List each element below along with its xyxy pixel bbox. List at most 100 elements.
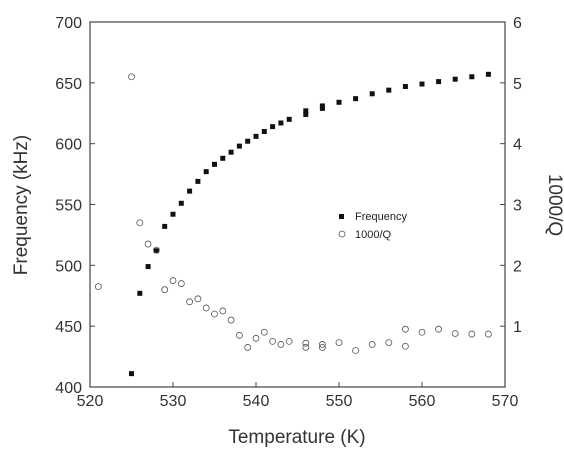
y-axis-title: Frequency (kHz) — [11, 135, 32, 275]
legend-label-1000q: 1000/Q — [355, 229, 392, 241]
x-tick-label: 560 — [409, 393, 436, 410]
inverse-q-point — [186, 298, 194, 306]
y2-tick-label: 3 — [513, 198, 522, 215]
series-frequency — [129, 71, 491, 377]
y-tick-label: 700 — [55, 15, 82, 32]
x-tick-label: 530 — [160, 393, 187, 410]
frequency-point — [178, 200, 184, 206]
frequency-point — [129, 371, 134, 377]
y-axis-right: 1 2 3 4 5 6 — [500, 15, 522, 336]
frequency-point — [436, 79, 442, 85]
frequency-point — [261, 129, 267, 134]
frequency-point — [485, 71, 491, 77]
inverse-q-point — [144, 240, 152, 248]
frequency-point — [402, 83, 408, 89]
frequency-point — [452, 76, 458, 82]
y2-tick-label: 4 — [513, 137, 522, 154]
y2-tick-label: 6 — [513, 15, 522, 32]
y-tick-label: 400 — [55, 380, 82, 397]
inverse-q-point — [169, 277, 177, 284]
inverse-q-point — [194, 295, 202, 303]
inverse-q-point — [128, 73, 135, 81]
inverse-q-point — [302, 344, 310, 351]
y-tick-label: 450 — [55, 319, 82, 336]
x-axis-title: Temperature (K) — [228, 427, 365, 448]
frequency-point — [369, 91, 375, 97]
frequency-point — [228, 149, 234, 155]
y2-tick-label: 5 — [513, 76, 522, 93]
frequency-point — [336, 99, 342, 105]
inverse-q-point — [335, 339, 343, 346]
legend-marker-1000q — [338, 230, 346, 238]
inverse-q-point — [401, 342, 409, 350]
x-tick-label: 550 — [326, 393, 353, 410]
inverse-q-point — [94, 283, 102, 291]
frequency-point — [303, 108, 309, 114]
inverse-q-point — [260, 328, 268, 336]
frequency-point — [419, 81, 425, 87]
inverse-q-point — [235, 331, 243, 339]
frequency-point — [303, 111, 309, 117]
frequency-point — [270, 124, 276, 130]
frequency-point — [469, 74, 475, 80]
y-tick-label: 550 — [55, 198, 82, 215]
y-axis-left: 400 450 500 550 600 650 700 — [55, 15, 95, 397]
frequency-point — [353, 96, 359, 102]
y2-axis-title: 1000/Q — [544, 174, 564, 236]
inverse-q-point — [202, 304, 210, 312]
y2-tick-label: 1 — [513, 319, 522, 336]
inverse-q-point — [227, 316, 235, 324]
inverse-q-point — [269, 337, 277, 345]
series-1000-q — [94, 73, 492, 354]
frequency-point — [286, 116, 292, 122]
y2-tick-label: 2 — [513, 258, 522, 275]
frequency-point — [162, 223, 168, 229]
inverse-q-point — [418, 328, 426, 336]
frequency-point — [203, 169, 209, 175]
inverse-q-point — [451, 330, 459, 337]
inverse-q-point — [152, 246, 160, 254]
inverse-q-point — [318, 344, 326, 351]
frequency-point — [245, 138, 251, 144]
inverse-q-point — [252, 334, 260, 342]
inverse-q-point — [285, 337, 293, 345]
legend: Frequency 1000/Q — [338, 211, 407, 241]
inverse-q-point — [136, 219, 144, 227]
x-tick-label: 570 — [492, 393, 519, 410]
inverse-q-point — [161, 286, 169, 294]
frequency-point — [386, 87, 392, 93]
inverse-q-point — [244, 344, 252, 351]
inverse-q-point — [211, 310, 218, 318]
legend-marker-frequency — [339, 214, 344, 219]
frequency-point — [236, 143, 242, 149]
x-tick-label: 520 — [77, 393, 104, 410]
frequency-point — [195, 178, 201, 184]
plot-area — [94, 71, 492, 377]
inverse-q-point — [277, 341, 285, 348]
frequency-point — [319, 103, 325, 109]
inverse-q-point — [385, 339, 393, 346]
y-tick-label: 600 — [55, 137, 82, 154]
inverse-q-point — [468, 330, 476, 338]
inverse-q-point — [368, 341, 376, 348]
inverse-q-point — [435, 325, 443, 333]
frequency-point — [137, 290, 143, 296]
frequency-point — [278, 120, 284, 126]
inverse-q-point — [318, 341, 326, 348]
frequency-point — [220, 155, 226, 161]
x-axis: 520 530 540 550 560 570 — [77, 382, 519, 410]
inverse-q-point — [401, 325, 409, 333]
frequency-point — [153, 248, 159, 254]
x-tick-label: 540 — [243, 393, 270, 410]
inverse-q-point — [302, 339, 310, 347]
frequency-point — [187, 188, 193, 194]
inverse-q-point — [352, 347, 360, 354]
frequency-point — [170, 211, 176, 217]
plot-frame — [89, 21, 506, 388]
y-tick-label: 500 — [55, 258, 82, 275]
inverse-q-point — [219, 307, 227, 315]
y-tick-label: 650 — [55, 76, 82, 93]
inverse-q-point — [484, 330, 492, 338]
legend-label-frequency: Frequency — [355, 211, 407, 223]
